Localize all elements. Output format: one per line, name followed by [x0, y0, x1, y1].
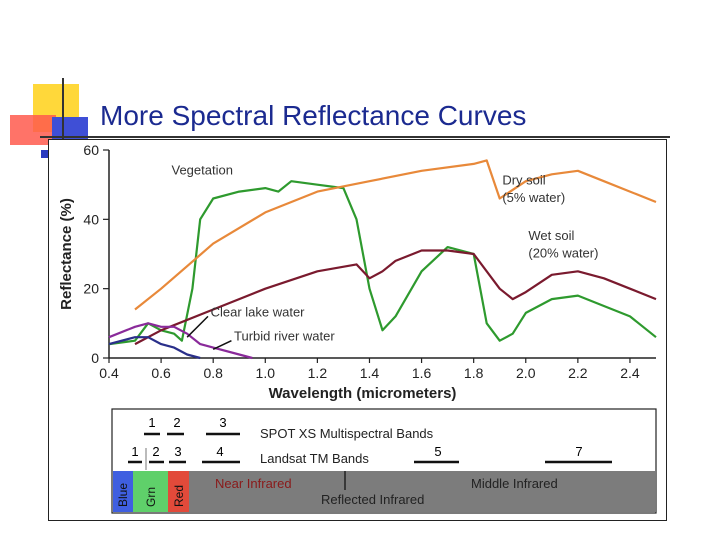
- series-labels: Vegetation Dry soil (5% water) Wet soil (20%…: [172, 162, 598, 351]
- x-tick-label: 1.6: [412, 365, 432, 381]
- series-line-0: [108, 180, 657, 346]
- x-tick-label: 2.0: [516, 365, 536, 381]
- infrared-region: [189, 471, 655, 512]
- spot-band-1: 1: [148, 415, 155, 430]
- leader-turbid-water: [212, 339, 232, 351]
- blue-label: Blue: [116, 483, 130, 507]
- tm-band-1: 1: [131, 444, 138, 459]
- decor-square-blue: [52, 117, 88, 143]
- decor-vertical-line: [62, 78, 64, 154]
- x-tick-label: 2.4: [620, 365, 640, 381]
- series-line-2: [134, 249, 657, 346]
- tm-band-2: 2: [152, 444, 159, 459]
- label-dry-soil-sub: (5% water): [502, 190, 565, 205]
- blue-region: [113, 471, 133, 512]
- leader-clear-water: [186, 315, 209, 338]
- tm-band-4: 4: [216, 444, 223, 459]
- red-region: [168, 471, 189, 512]
- y-tick-label: 40: [83, 211, 99, 227]
- green-region: [133, 471, 168, 512]
- label-turbid-river-water: Turbid river water: [234, 329, 335, 344]
- label-wet-soil-sub: (20% water): [528, 245, 598, 260]
- tm-band-5: 5: [434, 444, 441, 459]
- x-tick-label: 0.8: [203, 365, 223, 381]
- label-vegetation: Vegetation: [172, 162, 233, 177]
- label-dry-soil: Dry soil: [502, 173, 545, 188]
- x-tick-label: 0.4: [99, 365, 119, 381]
- series-line-1: [134, 159, 657, 311]
- green-label: Grn: [144, 487, 158, 507]
- x-tick-label: 0.6: [151, 365, 171, 381]
- series-lines: [108, 159, 657, 360]
- x-tick-label: 1.2: [308, 365, 328, 381]
- slide-title: More Spectral Reflectance Curves: [100, 100, 527, 131]
- series-line-4: [108, 322, 253, 360]
- label-wet-soil: Wet soil: [528, 228, 574, 243]
- near-infrared-label: Near Infrared: [215, 476, 292, 491]
- spot-band-3: 3: [219, 415, 226, 430]
- bullet-icon: [41, 150, 49, 158]
- tm-band-3: 3: [174, 444, 181, 459]
- decor-horizontal-line: [40, 136, 670, 138]
- x-tick-label: 1.4: [360, 365, 380, 381]
- axes: 0 20 40 60 0.4 0.6 0.8 1.0 1.2 1.4 1.6 1.8 2.0 2.2 2.4…: [58, 142, 656, 402]
- tm-band-7: 7: [575, 444, 582, 459]
- label-clear-lake-water: Clear lake water: [211, 304, 306, 319]
- x-tick-label: 1.8: [464, 365, 484, 381]
- x-tick-label: 1.0: [256, 365, 276, 381]
- y-axis-label: Reflectance (%): [58, 198, 75, 310]
- y-tick-label: 60: [83, 142, 99, 158]
- middle-infrared-label: Middle Infrared: [471, 476, 558, 491]
- landsat-label: Landsat TM Bands: [260, 451, 369, 466]
- y-tick-label: 20: [83, 281, 99, 297]
- y-tick-label: 0: [91, 350, 99, 366]
- spot-label: SPOT XS Multispectral Bands: [260, 426, 434, 441]
- reflectance-chart: 0 20 40 60 0.4 0.6 0.8 1.0 1.2 1.4 1.6 1.8 2.0 2.2 2.4…: [58, 142, 657, 514]
- series-line-3: [108, 336, 201, 360]
- x-axis-label: Wavelength (micrometers): [269, 385, 457, 402]
- red-label: Red: [172, 485, 186, 507]
- spot-band-2: 2: [173, 415, 180, 430]
- x-tick-label: 2.2: [568, 365, 588, 381]
- spectral-figure: 0 20 40 60 0.4 0.6 0.8 1.0 1.2 1.4 1.6 1.8 2.0 2.2 2.4…: [48, 139, 667, 521]
- reflected-infrared-label: Reflected Infrared: [321, 492, 424, 507]
- band-diagram: 1 2 3 SPOT XS Multispectral Bands 1 2 3 …: [111, 408, 657, 514]
